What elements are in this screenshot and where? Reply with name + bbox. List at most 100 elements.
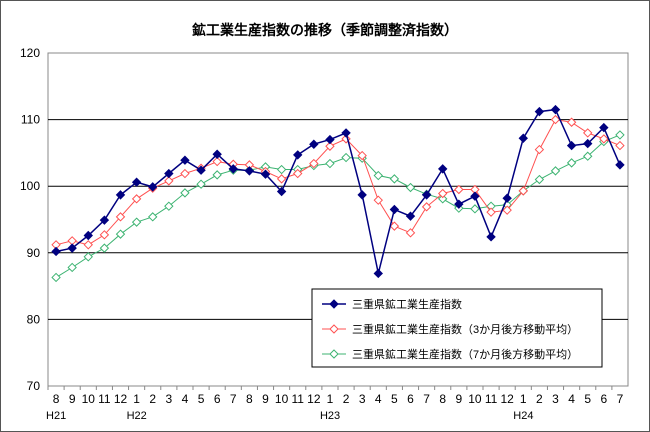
data-point	[228, 164, 238, 174]
data-point	[486, 207, 496, 217]
y-tick-label: 90	[27, 246, 41, 260]
x-tick-label: 3	[552, 392, 559, 406]
x-tick-label: 5	[584, 392, 591, 406]
data-point	[486, 232, 496, 242]
data-point	[421, 190, 432, 200]
data-point	[421, 202, 432, 212]
data-point	[196, 179, 206, 189]
data-point	[405, 182, 416, 193]
data-point	[454, 184, 464, 195]
era-label: H24	[513, 410, 533, 422]
data-point	[470, 191, 480, 201]
data-point	[389, 204, 400, 215]
data-point	[550, 166, 561, 176]
data-point	[244, 166, 255, 176]
data-point	[180, 188, 190, 198]
x-tick-label: 8	[53, 392, 60, 406]
data-point	[550, 114, 561, 125]
data-point	[583, 128, 593, 138]
legend-swatch-marker	[329, 299, 339, 309]
x-tick-label: 10	[82, 392, 96, 406]
data-point	[325, 141, 335, 151]
data-point	[148, 212, 158, 222]
data-point	[99, 243, 110, 253]
series-1	[51, 104, 625, 279]
data-point	[373, 268, 383, 279]
x-tick-label: 7	[423, 392, 430, 406]
x-tick-label: 5	[391, 392, 398, 406]
x-tick-label: 6	[600, 392, 607, 406]
data-point	[309, 139, 319, 149]
data-point	[67, 262, 77, 273]
x-tick-label: 2	[536, 392, 543, 406]
x-tick-label: 9	[455, 392, 462, 406]
data-point	[470, 204, 480, 214]
data-point	[131, 177, 142, 187]
y-tick-label: 120	[20, 46, 40, 60]
legend-label: 三重県鉱工業生産指数（3か月後方移動平均）	[352, 322, 578, 336]
x-tick-label: 3	[165, 392, 172, 406]
x-tick-label: 7	[230, 392, 237, 406]
data-point	[599, 122, 609, 133]
data-point	[373, 195, 383, 205]
data-point	[615, 160, 625, 170]
x-tick-label: 10	[275, 392, 289, 406]
data-point	[389, 221, 400, 231]
x-tick-label: 11	[291, 392, 304, 406]
data-point	[293, 150, 303, 160]
data-point	[518, 133, 528, 143]
data-point	[438, 164, 448, 174]
x-tick-label: 3	[359, 392, 366, 406]
data-point	[309, 158, 319, 169]
x-tick-label: 5	[198, 392, 205, 406]
data-point	[454, 199, 464, 209]
era-label: H21	[46, 410, 66, 422]
x-tick-label: 11	[98, 392, 111, 406]
data-point	[83, 252, 93, 262]
data-point	[67, 243, 77, 253]
x-tick-label: 9	[262, 392, 269, 406]
data-point	[583, 151, 593, 161]
data-point	[405, 228, 416, 238]
data-point	[115, 212, 126, 222]
data-point	[534, 174, 545, 185]
data-point	[438, 188, 448, 199]
data-point	[566, 117, 577, 127]
x-axis-ticks: 8 9 10 11 12 1 2 3 4 5 6 7 8 9 10 11 12 1 2 3 4 5 6 7 8 9 10 11 12 1 2…	[46, 386, 624, 422]
y-tick-label: 100	[20, 179, 40, 193]
x-tick-label: 1	[520, 392, 527, 406]
data-point	[51, 246, 61, 257]
data-point	[131, 194, 142, 204]
series-2	[51, 114, 625, 250]
chart-title: 鉱工業生産指数の推移（季節調整済指数）	[192, 22, 458, 38]
legend-label: 三重県鉱工業生産指数（7か月後方移動平均）	[352, 347, 578, 361]
x-tick-label: 8	[246, 392, 253, 406]
data-point	[615, 140, 625, 151]
y-tick-label: 70	[27, 379, 41, 393]
y-tick-label: 110	[21, 113, 40, 127]
data-point	[212, 170, 222, 180]
data-point	[518, 186, 528, 196]
x-tick-label: 7	[617, 392, 624, 406]
data-point	[293, 168, 303, 179]
data-point	[196, 165, 206, 175]
x-tick-label: 12	[114, 392, 128, 406]
data-point	[180, 168, 190, 179]
data-point	[99, 230, 110, 240]
data-point	[83, 240, 93, 250]
data-point	[164, 168, 174, 179]
data-point	[212, 156, 222, 167]
x-tick-label: 12	[307, 392, 321, 406]
legend-label: 三重県鉱工業生産指数	[352, 297, 462, 311]
data-point	[583, 138, 593, 149]
data-point	[260, 169, 271, 179]
data-point	[115, 190, 126, 200]
x-tick-label: 12	[500, 392, 514, 406]
x-tick-label: 4	[568, 392, 575, 406]
data-point	[534, 106, 545, 117]
data-point	[357, 150, 367, 161]
data-point	[51, 272, 61, 283]
series-layer	[51, 104, 625, 283]
